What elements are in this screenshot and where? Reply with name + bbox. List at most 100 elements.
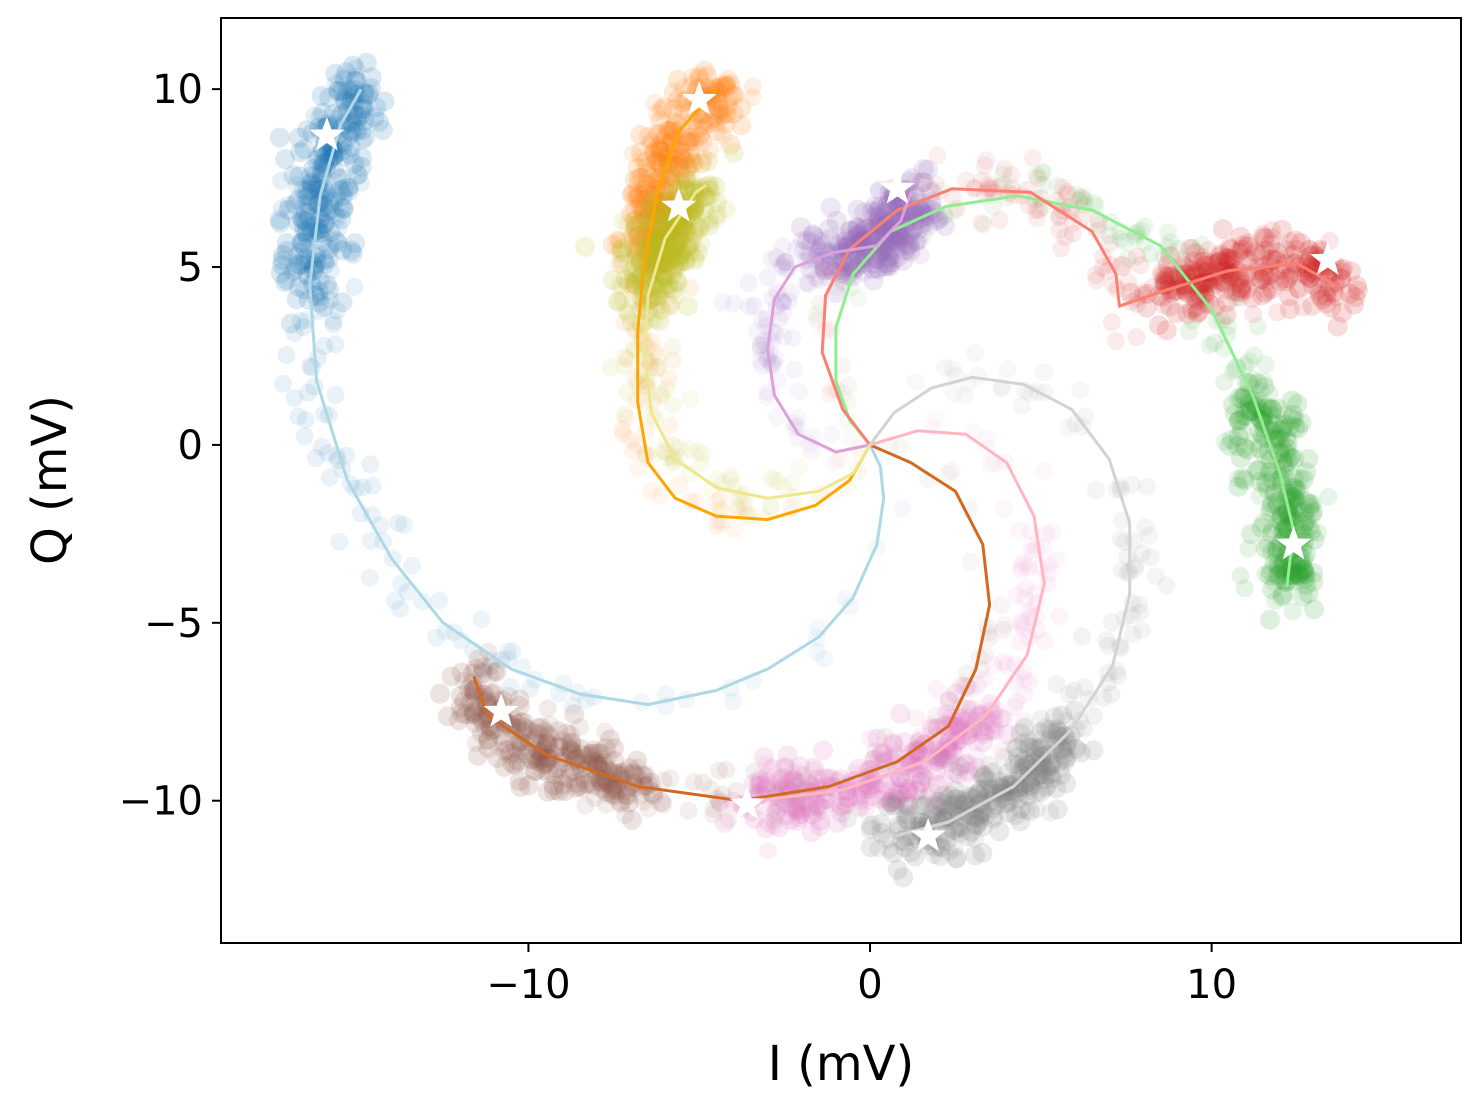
blob-point [1258, 397, 1279, 418]
blob-point [1229, 387, 1250, 408]
blob-point [861, 815, 882, 836]
blob-point [1285, 417, 1305, 438]
blob-point [269, 127, 290, 148]
blob-point [1180, 238, 1201, 259]
trail-point [626, 185, 645, 204]
trail-point [724, 294, 743, 313]
x-axis-ticks: −10 0 10 [486, 943, 1237, 1008]
blob-point [500, 743, 521, 764]
trail-point [615, 357, 634, 375]
blob-point [783, 799, 804, 820]
trail-point [878, 248, 897, 267]
blob-point [883, 732, 904, 753]
blob-point [1269, 271, 1290, 292]
trail-point [994, 175, 1013, 194]
blob-point [1270, 430, 1291, 451]
trail-point [1052, 239, 1071, 258]
blob-point [1267, 566, 1288, 587]
trail-point [714, 126, 733, 145]
blob-point [1010, 723, 1031, 744]
blob-point [723, 142, 744, 163]
trail-point [1264, 483, 1283, 502]
blob-point [338, 181, 359, 201]
blob-point [308, 219, 329, 240]
trail-point [979, 178, 998, 197]
trail-point [352, 105, 371, 124]
blob-point [1295, 563, 1316, 584]
blob-point [331, 141, 352, 162]
trail-point [289, 407, 308, 426]
blob-point [1289, 553, 1310, 574]
blob-point [689, 68, 710, 89]
blob-point [331, 209, 352, 229]
blob-point [635, 189, 656, 210]
trail-point [981, 455, 1000, 474]
blob-point [1272, 419, 1293, 440]
blob-point [646, 150, 667, 170]
blob-point [270, 212, 291, 233]
blob-point [270, 263, 291, 284]
blob-point [1083, 740, 1104, 761]
trail-point [753, 310, 772, 329]
blob-point [323, 191, 344, 212]
blob-point [1251, 517, 1272, 538]
blob-point [1291, 551, 1312, 572]
trail-point [1192, 235, 1211, 254]
blob-point [354, 98, 375, 119]
trail-point [762, 250, 781, 269]
blob-point [1269, 510, 1290, 531]
blob-point [662, 224, 682, 245]
trail-point [427, 628, 445, 647]
trail-point [279, 195, 298, 214]
blob-point [283, 261, 304, 282]
trail-point [642, 131, 661, 150]
trail-point [743, 88, 762, 107]
blob-point [1274, 414, 1295, 435]
blob-point [635, 151, 656, 172]
blob-point [850, 252, 871, 273]
trail-point [430, 591, 449, 610]
trail-point [347, 59, 366, 78]
trail-point [669, 475, 688, 494]
trail-point [740, 297, 759, 316]
blob-point [366, 97, 387, 118]
trail-point [632, 149, 651, 168]
blob-point [344, 70, 365, 91]
trail-point [329, 219, 348, 238]
blob-point [731, 97, 752, 118]
trail-point [692, 454, 710, 473]
trail-point [711, 499, 729, 518]
trail-point [1146, 567, 1165, 586]
blob-point [1277, 502, 1298, 523]
trail-point [296, 225, 315, 244]
x-tick-label: −10 [486, 962, 570, 1008]
trail-point [1115, 232, 1134, 251]
blob-point [355, 127, 375, 148]
blob-point [628, 234, 649, 254]
blob-point [301, 172, 322, 193]
trail-point [1087, 271, 1106, 290]
blob-point [351, 156, 372, 177]
blob-point [301, 179, 322, 200]
blob-point [316, 274, 337, 295]
trail-point [1135, 233, 1154, 252]
blob-point [642, 199, 663, 220]
blob-point [1267, 495, 1287, 516]
blob-point [1276, 438, 1297, 459]
trail-point [474, 661, 493, 680]
trail-point [702, 80, 721, 99]
trail-point [1161, 233, 1180, 251]
blob-point [304, 259, 325, 280]
trail-point [307, 449, 325, 467]
blob-point [1272, 586, 1293, 607]
trail-point [1319, 487, 1338, 506]
blob-point [1264, 483, 1285, 504]
trail-point [1159, 223, 1178, 242]
trail-point [1169, 239, 1188, 258]
blob-point [1047, 799, 1068, 820]
trail-point [1027, 166, 1046, 185]
blob-point [644, 143, 664, 164]
trail-point [1291, 469, 1310, 488]
blob-point [1288, 565, 1309, 585]
blob-point [1293, 558, 1314, 579]
